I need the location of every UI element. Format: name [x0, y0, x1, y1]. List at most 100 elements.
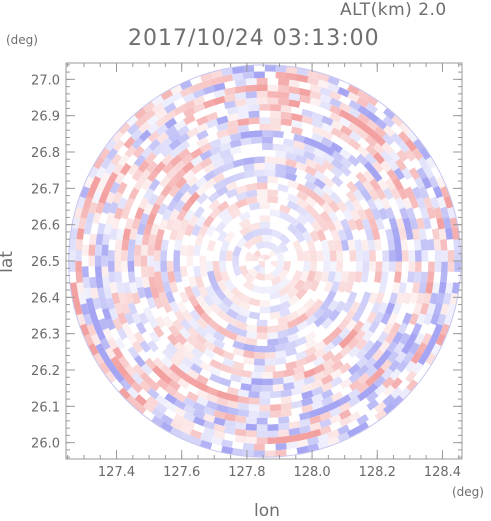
radar-cell: [387, 312, 399, 326]
radar-cell: [446, 271, 455, 284]
radar-cell: [319, 210, 332, 224]
radar-cell: [232, 265, 242, 277]
radar-cell: [243, 272, 256, 284]
radar-cell: [225, 188, 239, 199]
radar-cell: [313, 315, 326, 328]
radar-cell: [269, 297, 282, 307]
radar-cell: [295, 445, 309, 455]
radar-cell: [267, 77, 280, 85]
radar-cell: [109, 181, 121, 195]
radar-cell: [416, 217, 426, 231]
radar-cell: [253, 64, 266, 72]
radar-cell: [373, 409, 388, 422]
radar-cell: [322, 249, 331, 262]
radar-cell: [176, 377, 190, 390]
radar-cell: [393, 341, 405, 355]
radar-cell: [195, 374, 209, 386]
radar-cell: [316, 229, 327, 242]
radar-cell: [143, 306, 154, 320]
radar-cell: [222, 161, 235, 172]
radar-cell: [338, 116, 352, 129]
radar-cell: [269, 222, 282, 232]
radar-cell: [131, 168, 144, 182]
radar-cell: [423, 166, 435, 180]
radar-cell: [402, 197, 413, 211]
radar-cell: [295, 168, 308, 179]
radar-cell: [242, 356, 255, 366]
radar-cell: [114, 171, 126, 185]
radar-cell: [275, 163, 288, 172]
radar-cell: [277, 268, 289, 281]
radar-cell: [68, 238, 77, 251]
radar-cell: [247, 403, 260, 412]
radar-cell: [165, 341, 178, 355]
radar-cell: [79, 322, 90, 337]
radar-cell: [168, 371, 182, 384]
radar-cell: [77, 292, 87, 305]
radar-cell: [259, 110, 271, 118]
radar-cell: [189, 82, 203, 93]
radar-cell: [355, 347, 368, 361]
radar-cell: [203, 177, 217, 190]
radar-cell: [274, 442, 287, 451]
radar-cell: [253, 345, 265, 353]
radar-cell: [92, 297, 102, 310]
radar-cell: [372, 357, 386, 371]
y-tick-label: 26.5: [31, 255, 60, 270]
radar-cell: [219, 260, 227, 272]
radar-cell: [398, 281, 407, 295]
radar-cell: [153, 212, 164, 226]
radar-cell: [229, 139, 242, 149]
radar-cell: [238, 255, 246, 267]
radar-cell: [272, 370, 285, 379]
radar-cell: [97, 222, 106, 235]
radar-cell: [167, 270, 176, 283]
radar-cell: [259, 215, 271, 223]
radar-cell: [116, 327, 128, 341]
radar-cell: [223, 426, 236, 435]
radar-cell: [338, 416, 352, 428]
radar-cell: [259, 293, 271, 301]
radar-cell: [205, 386, 219, 397]
radar-cell: [159, 364, 173, 377]
radar-cell: [338, 362, 352, 375]
radar-cell: [295, 305, 309, 317]
radar-cell: [131, 291, 141, 305]
radar-cell: [262, 136, 274, 144]
radar-cell: [278, 98, 291, 106]
radar-cell: [245, 97, 258, 106]
radar-cell: [256, 319, 268, 327]
radar-cell: [141, 408, 156, 421]
radar-cell: [379, 349, 392, 363]
radar-cell: [221, 213, 234, 226]
radar-cell: [179, 86, 193, 98]
radar-cell: [413, 332, 425, 346]
radar-cell: [432, 185, 444, 200]
radar-cell: [199, 79, 214, 89]
radar-cell: [111, 129, 124, 143]
radar-cell: [208, 366, 222, 377]
radar-cell: [272, 130, 285, 139]
radar-cell: [287, 295, 300, 307]
radar-cell: [293, 133, 306, 143]
radar-cell: [182, 418, 196, 430]
radar-cell: [368, 188, 380, 202]
radar-cell: [426, 206, 437, 220]
radar-cell: [117, 311, 128, 325]
radar-cell: [373, 197, 385, 211]
radar-cell: [169, 154, 183, 167]
radar-cell: [404, 186, 416, 200]
radar-cell: [330, 383, 344, 396]
radar-cell: [216, 317, 229, 329]
radar-cell: [243, 156, 255, 166]
radar-cell: [375, 321, 387, 335]
radar-cell: [349, 261, 357, 273]
radar-cell: [287, 427, 301, 436]
radar-cell: [406, 332, 418, 346]
radar-cell: [358, 228, 368, 241]
radar-cell: [447, 261, 455, 273]
radar-cell: [215, 325, 229, 337]
radar-cell: [355, 161, 368, 175]
radar-cell: [318, 219, 330, 233]
radar-cell: [250, 377, 263, 386]
